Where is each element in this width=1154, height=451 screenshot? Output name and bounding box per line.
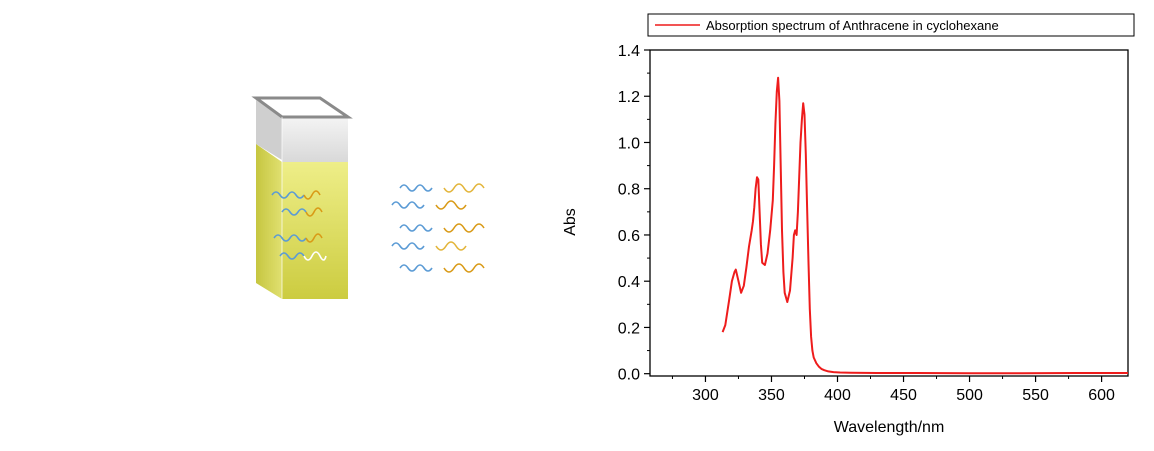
x-tick-label: 550 [1022,387,1049,404]
light-waves-icon [391,183,485,273]
x-tick-label: 350 [758,387,785,404]
y-tick-label: 1.4 [618,43,640,60]
y-tick-label: 1.0 [618,135,640,152]
x-tick-label: 500 [956,387,983,404]
x-tick-label: 600 [1088,387,1115,404]
series-layer [721,76,1128,375]
absorption-chart: 0.0 0.2 0.4 0.6 0.8 1.0 1.2 1.4 300 350 400 450 500… [562,13,1135,436]
y-tick-label: 0.8 [618,182,640,199]
y-tick-label: 0.6 [618,228,640,245]
x-tick-label: 400 [824,387,851,404]
y-tick-label: 0.4 [618,274,640,291]
y-axis-label: Abs [562,208,579,236]
cuvette-with-anthracene-solution-icon [251,96,353,299]
y-tick-label: 1.2 [618,89,640,106]
y-tick-label: 0.0 [618,367,640,384]
legend: Absorption spectrum of Anthracene in cyc… [647,13,1135,37]
y-tick-label: 0.2 [618,320,640,337]
x-tick-label: 450 [890,387,917,404]
legend-box [647,13,1135,37]
series-line [721,76,1128,375]
legend-entry-label: Absorption spectrum of Anthracene in cyc… [706,18,999,33]
absorbed-waves-icon [271,190,327,261]
y-axis: 0.0 0.2 0.4 0.6 0.8 1.0 1.2 1.4 [618,43,650,384]
x-axis-label: Wavelength/nm [834,419,945,436]
plot-frame [649,49,1129,377]
x-tick-label: 300 [692,387,719,404]
x-axis: 300 350 400 450 500 550 600 [671,376,1115,404]
